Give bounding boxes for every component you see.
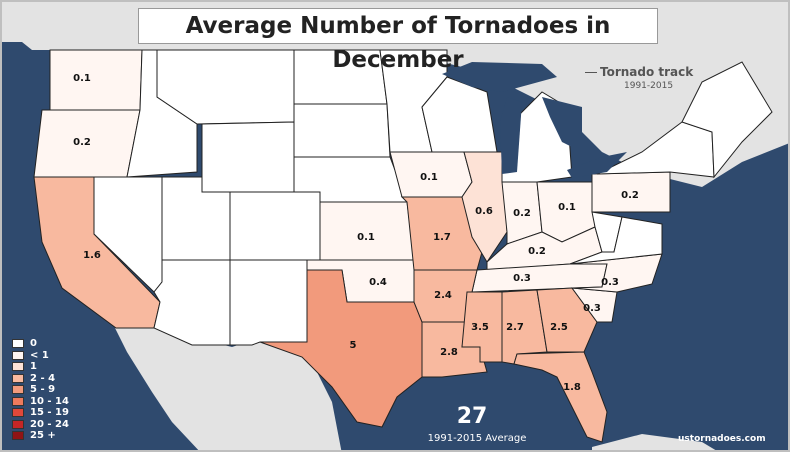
legend-row: < 1 (12, 350, 69, 362)
state-texas (259, 269, 423, 428)
tornado-track-swatch (585, 72, 597, 73)
legend-swatch (12, 431, 24, 441)
state-value-washington: 0.1 (73, 73, 91, 84)
state-south-dakota (293, 103, 391, 158)
legend-label: 15 - 19 (30, 407, 69, 419)
state-value-louisiana: 2.8 (440, 347, 458, 358)
legend-swatch (12, 350, 24, 360)
state-value-texas: 5 (350, 340, 357, 351)
legend-swatch (12, 419, 24, 429)
legend-swatch (12, 362, 24, 372)
legend-label: 20 - 24 (30, 418, 69, 430)
state-value-florida: 1.8 (563, 382, 581, 393)
legend-swatch (12, 373, 24, 383)
state-virginia (569, 216, 663, 265)
mexico-land (102, 302, 342, 450)
lake-michigan (500, 97, 522, 174)
state-value-labels: 0.1 0.2 1.6 0.1 0.1 1.7 0.6 0.2 0.1 0.2 0.2 0.4 2.4 0… (73, 73, 639, 393)
state-colorado (229, 191, 321, 261)
state-value-kentucky: 0.2 (528, 246, 546, 257)
legend-row: 5 - 9 (12, 384, 69, 396)
legend-swatch (12, 408, 24, 418)
legend-swatch (12, 339, 24, 349)
state-kansas (319, 201, 415, 261)
legend-row: 25 + (12, 430, 69, 442)
state-new-england (681, 61, 773, 179)
cuba-land (592, 434, 716, 450)
state-value-alabama: 2.7 (506, 322, 524, 333)
total-average-label: 1991-2015 Average (427, 433, 527, 444)
state-value-kansas: 0.1 (357, 232, 375, 243)
map-title: Average Number of Tornadoes in December (138, 8, 658, 73)
state-value-oregon: 0.2 (73, 137, 91, 148)
state-value-illinois: 0.6 (475, 206, 493, 217)
legend-row: 15 - 19 (12, 407, 69, 419)
legend-label: 1 (30, 361, 37, 373)
state-value-tennessee: 0.3 (513, 273, 531, 284)
source-credit: ustornadoes.com (678, 434, 766, 444)
state-value-georgia: 2.5 (550, 322, 568, 333)
legend-row: 0 (12, 338, 69, 350)
state-value-arkansas: 2.4 (434, 290, 452, 301)
legend-label: 0 (30, 338, 37, 350)
state-value-north-carolina: 0.3 (601, 277, 619, 288)
legend-label: 10 - 14 (30, 395, 69, 407)
state-value-oklahoma: 0.4 (369, 277, 387, 288)
tornado-track-years: 1991-2015 (624, 81, 674, 91)
legend-label: 25 + (30, 430, 56, 442)
legend-row: 1 (12, 361, 69, 373)
lake-superior (442, 62, 557, 92)
state-north-carolina (569, 253, 663, 293)
lake-huron (542, 97, 582, 152)
legend-label: 2 - 4 (30, 372, 56, 384)
legend-row: 10 - 14 (12, 396, 69, 408)
state-value-missouri: 1.7 (433, 232, 451, 243)
state-wyoming (201, 121, 295, 193)
state-florida (513, 351, 608, 443)
state-value-california: 1.6 (83, 250, 101, 261)
canada-land (2, 2, 788, 187)
legend-swatch (12, 385, 24, 395)
total-average-value: 27 (456, 404, 488, 429)
state-value-iowa: 0.1 (420, 172, 438, 183)
state-new-mexico (229, 259, 308, 346)
state-georgia (536, 287, 598, 353)
state-washington (49, 49, 143, 111)
state-value-south-carolina: 0.3 (583, 303, 601, 314)
legend-row: 20 - 24 (12, 419, 69, 431)
legend-swatch (12, 396, 24, 406)
state-value-indiana: 0.2 (513, 208, 531, 219)
state-arizona (153, 259, 231, 346)
legend-row: 2 - 4 (12, 373, 69, 385)
states-layer (33, 49, 773, 443)
state-value-ohio: 0.1 (558, 202, 576, 213)
lake-erie (567, 152, 627, 178)
legend-label: 5 - 9 (30, 384, 56, 396)
state-value-pennsylvania: 0.2 (621, 190, 639, 201)
legend-label: < 1 (30, 349, 49, 361)
tornado-track-label: Tornado track (600, 65, 694, 79)
state-value-mississippi: 3.5 (471, 322, 489, 333)
